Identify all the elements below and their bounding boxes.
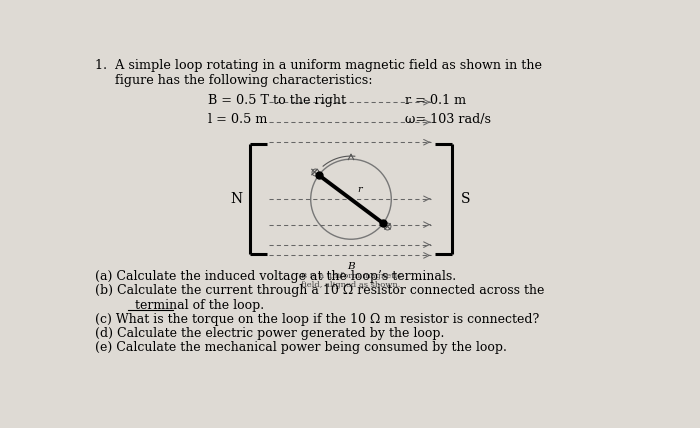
Text: N: N bbox=[230, 192, 242, 206]
Text: figure has the following characteristics:: figure has the following characteristics… bbox=[95, 74, 373, 87]
Text: r: r bbox=[357, 184, 362, 193]
Text: B = 0.5 T to the right: B = 0.5 T to the right bbox=[208, 95, 346, 107]
Text: (e) Calculate the mechanical power being consumed by the loop.: (e) Calculate the mechanical power being… bbox=[95, 341, 507, 354]
Text: S: S bbox=[461, 192, 470, 206]
Text: r = 0.1 m: r = 0.1 m bbox=[405, 95, 466, 107]
Text: B is a uniform magnetic: B is a uniform magnetic bbox=[300, 272, 401, 279]
Text: (c) What is the torque on the loop if the 10 Ω m resistor is connected?: (c) What is the torque on the loop if th… bbox=[95, 313, 540, 326]
Text: (b) Calculate the current through a 10 Ω resistor connected across the: (b) Calculate the current through a 10 Ω… bbox=[95, 284, 545, 297]
Text: 1.  A simple loop rotating in a uniform magnetic field as shown in the: 1. A simple loop rotating in a uniform m… bbox=[95, 59, 542, 72]
Text: terminal of the loop.: terminal of the loop. bbox=[95, 299, 265, 312]
Text: B: B bbox=[347, 262, 355, 270]
Text: field, aligned as shown.: field, aligned as shown. bbox=[301, 281, 400, 289]
Text: l = 0.5 m: l = 0.5 m bbox=[208, 113, 267, 126]
Text: (a) Calculate the induced voltage at the loop’s terminals.: (a) Calculate the induced voltage at the… bbox=[95, 270, 456, 283]
Text: ω= 103 rad/s: ω= 103 rad/s bbox=[405, 113, 491, 126]
Text: (d) Calculate the electric power generated by the loop.: (d) Calculate the electric power generat… bbox=[95, 327, 444, 340]
